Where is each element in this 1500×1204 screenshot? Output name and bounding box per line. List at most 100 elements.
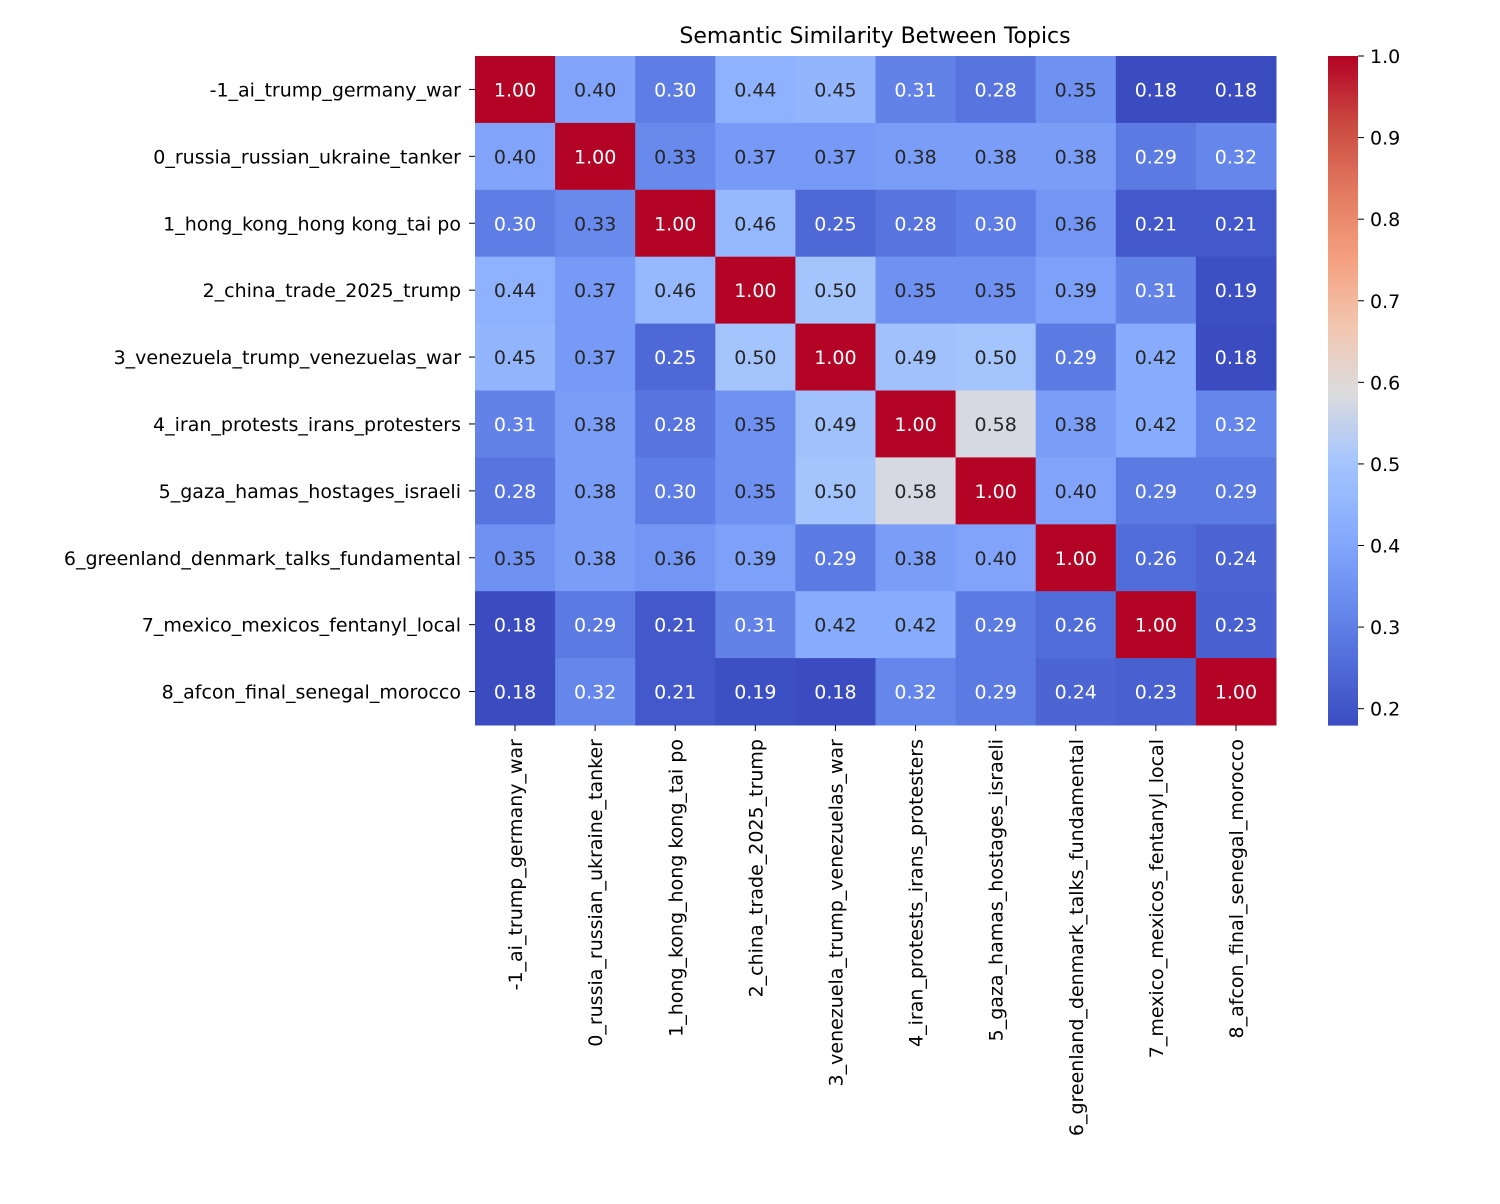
- cell-annotation: 0.21: [1135, 213, 1177, 235]
- colorbar-segment: [1328, 186, 1358, 191]
- heatmap-cell: [955, 658, 1037, 726]
- cell-annotation: 0.44: [494, 280, 536, 302]
- colorbar-segment: [1328, 651, 1358, 656]
- heatmap-cell: [1195, 390, 1277, 458]
- colorbar-segment: [1328, 470, 1358, 475]
- colorbar-segment: [1328, 270, 1358, 275]
- heatmap-cell: [1195, 56, 1277, 124]
- colorbar-segment: [1328, 199, 1358, 204]
- colorbar-segment: [1328, 423, 1358, 428]
- cell-annotation: 0.28: [974, 79, 1016, 101]
- heatmap-cell: [475, 323, 556, 391]
- heatmap-cell: [1115, 56, 1197, 124]
- heatmap-cell: [635, 189, 716, 258]
- cell-annotation: 1.00: [814, 347, 856, 369]
- cell-annotation: 0.29: [974, 682, 1016, 704]
- cell-annotation: 1.00: [654, 213, 696, 235]
- cell-annotation: 0.35: [894, 280, 936, 302]
- cell-annotation: 0.33: [574, 213, 616, 235]
- colorbar-segment: [1328, 166, 1358, 171]
- colorbar-segment: [1328, 427, 1358, 432]
- colorbar-tick-label: 0.8: [1370, 209, 1400, 231]
- colorbar-segment: [1328, 547, 1358, 552]
- heatmap-cell: [715, 524, 796, 592]
- colorbar-segment: [1328, 454, 1358, 458]
- colorbar-segment: [1328, 59, 1358, 64]
- colorbar-segment: [1328, 691, 1358, 696]
- heatmap-cell: [715, 256, 796, 325]
- colorbar-segment: [1328, 146, 1358, 151]
- colorbar-segment: [1328, 303, 1358, 308]
- heatmap-cell: [555, 591, 636, 659]
- colorbar-segment: [1328, 293, 1358, 298]
- cell-annotation: 0.25: [814, 213, 856, 235]
- colorbar-segment: [1328, 69, 1358, 74]
- colorbar-segment: [1328, 129, 1358, 134]
- y-tick-label: 1_hong_kong_hong kong_tai po: [163, 213, 461, 235]
- colorbar-segment: [1328, 551, 1358, 556]
- colorbar-segment: [1328, 721, 1358, 726]
- cell-annotation: 0.26: [1055, 615, 1097, 637]
- colorbar-segment: [1328, 591, 1358, 596]
- heatmap-cell: [875, 122, 957, 191]
- cell-annotation: 0.29: [1215, 481, 1257, 503]
- colorbar-segment: [1328, 216, 1358, 221]
- colorbar-segment: [1328, 571, 1358, 576]
- heatmap-cell: [955, 524, 1037, 592]
- cell-annotation: 0.24: [1215, 548, 1257, 570]
- cell-annotation: 0.30: [494, 213, 536, 235]
- heatmap-cell: [475, 591, 556, 659]
- heatmap-cell: [475, 122, 556, 191]
- colorbar-segment: [1328, 537, 1358, 542]
- colorbar-segment: [1328, 714, 1358, 719]
- colorbar-segment: [1328, 403, 1358, 408]
- colorbar-segment: [1328, 514, 1358, 519]
- cell-annotation: 1.00: [494, 79, 536, 101]
- colorbar-segment: [1328, 219, 1358, 224]
- colorbar-segment: [1328, 484, 1358, 489]
- cell-annotation: 1.00: [1055, 548, 1097, 570]
- colorbar-segment: [1328, 437, 1358, 442]
- cell-annotation: 0.36: [654, 548, 696, 570]
- cell-annotation: 0.45: [494, 347, 536, 369]
- heatmap-cell: [795, 122, 876, 191]
- heatmap-cell: [1195, 591, 1277, 659]
- colorbar-segment: [1328, 76, 1358, 81]
- cell-annotation: 0.29: [1055, 347, 1097, 369]
- y-tick-label: 2_china_trade_2025_trump: [203, 280, 461, 302]
- heatmap-cell: [875, 323, 957, 391]
- y-tick-label: 8_afcon_final_senegal_morocco: [162, 682, 461, 704]
- x-tick-label: 3_venezuela_trump_venezuelas_war: [825, 739, 847, 1087]
- cell-annotation: 0.19: [734, 682, 776, 704]
- cell-annotation: 0.36: [1055, 213, 1097, 235]
- colorbar-segment: [1328, 530, 1358, 535]
- colorbar-segment: [1328, 504, 1358, 509]
- colorbar-segment: [1328, 494, 1358, 499]
- colorbar-segment: [1328, 82, 1358, 87]
- cell-annotation: 0.37: [814, 146, 856, 168]
- colorbar-segment: [1328, 430, 1358, 435]
- colorbar-segment: [1328, 671, 1358, 676]
- colorbar-segment: [1328, 701, 1358, 706]
- cell-annotation: 1.00: [574, 146, 616, 168]
- cell-annotation: 0.39: [1055, 280, 1097, 302]
- colorbar-tick-label: 0.4: [1370, 536, 1400, 558]
- x-tick-label: 0_russia_russian_ukraine_tanker: [585, 739, 607, 1047]
- colorbar-segment: [1328, 333, 1358, 338]
- cell-annotation: 0.21: [654, 682, 696, 704]
- colorbar-segment: [1328, 507, 1358, 512]
- cell-annotation: 0.46: [734, 213, 776, 235]
- cell-annotation: 0.30: [654, 481, 696, 503]
- colorbar-segment: [1328, 524, 1358, 529]
- colorbar-segment: [1328, 256, 1358, 261]
- colorbar-segment: [1328, 474, 1358, 479]
- heatmap-cell: [635, 591, 716, 659]
- colorbar-segment: [1328, 99, 1358, 104]
- heatmap-cell: [955, 56, 1037, 124]
- colorbar-segment: [1328, 668, 1358, 673]
- heatmap-cell: [555, 323, 636, 391]
- colorbar-segment: [1328, 567, 1358, 572]
- colorbar-segment: [1328, 96, 1358, 101]
- colorbar-segment: [1328, 122, 1358, 127]
